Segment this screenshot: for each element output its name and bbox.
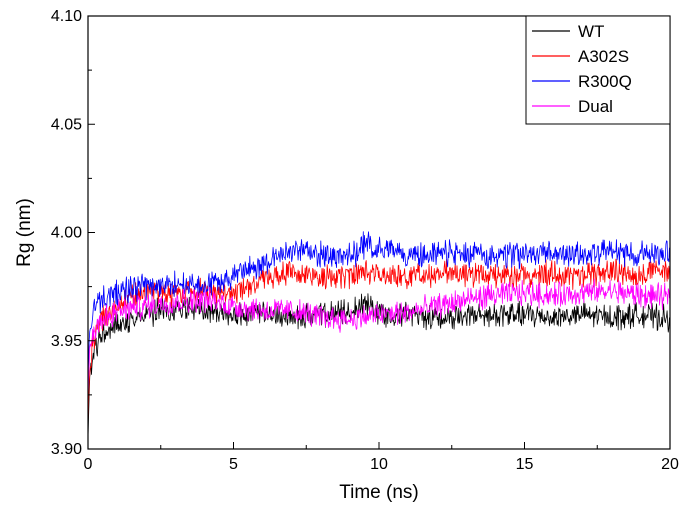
- series-layer: [87, 231, 671, 439]
- x-tick-label: 0: [84, 456, 93, 473]
- series-line-dual: [87, 278, 671, 395]
- x-axis-title: Time (ns): [339, 482, 419, 503]
- y-tick-label: 4.05: [51, 116, 82, 133]
- legend-label-a302s: A302S: [578, 47, 629, 66]
- x-tick-label: 15: [516, 456, 534, 473]
- y-tick-label: 4.00: [51, 225, 82, 242]
- tick-labels: 0 5 10 15 20 3.90 3.95 4.00 4.05 4.10: [51, 8, 679, 473]
- legend-label-dual: Dual: [578, 97, 613, 116]
- x-tick-label: 10: [370, 456, 388, 473]
- series-line-r300q: [87, 231, 671, 385]
- x-tick-label: 20: [661, 456, 679, 473]
- x-tick-label: 5: [229, 456, 238, 473]
- y-axis-title: Rg (nm): [14, 198, 35, 267]
- y-tick-label: 4.10: [51, 8, 82, 25]
- legend-label-wt: WT: [578, 22, 604, 41]
- axis-ticks: [87, 15, 671, 450]
- series-line-a302s: [87, 258, 671, 424]
- y-tick-label: 3.90: [51, 441, 82, 458]
- legend-label-r300q: R300Q: [578, 72, 632, 91]
- y-tick-label: 3.95: [51, 333, 82, 350]
- legend: WT A302S R300Q Dual: [525, 15, 671, 125]
